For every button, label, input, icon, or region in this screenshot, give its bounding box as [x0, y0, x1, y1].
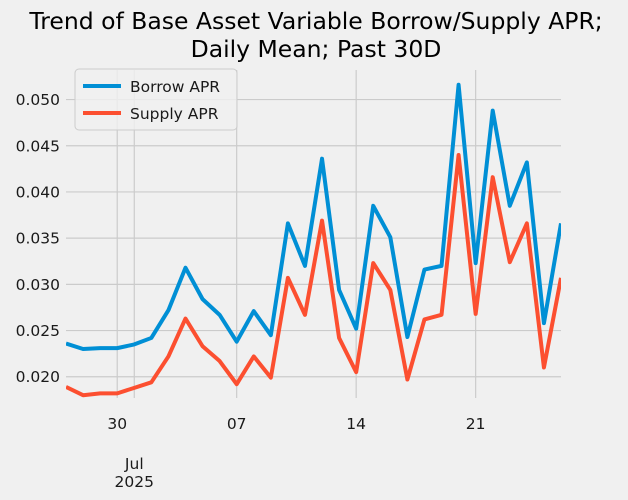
x-tick-label: 30	[107, 415, 127, 433]
chart-title-line-2: Daily Mean; Past 30D	[191, 35, 442, 63]
series-line-supply-apr	[66, 153, 561, 398]
y-tick-label: 0.025	[16, 322, 60, 340]
y-axis-ticks: 0.020 0.025 0.030 0.035 0.040 0.045 0.050	[16, 91, 60, 386]
x-tick-label: 07	[227, 415, 247, 433]
chart-title-line-1: Trend of Base Asset Variable Borrow/Supp…	[28, 7, 602, 35]
legend-label-borrow-apr: Borrow APR	[130, 78, 220, 96]
series-lines	[66, 82, 561, 398]
y-tick-label: 0.045	[16, 137, 60, 155]
x-major-tick-label: Jul	[124, 455, 144, 473]
x-major-tick-label: 2025	[115, 473, 154, 491]
y-tick-label: 0.035	[16, 230, 60, 248]
y-tick-label: 0.050	[16, 91, 60, 109]
y-tick-label: 0.020	[16, 368, 60, 386]
y-tick-label: 0.030	[16, 276, 60, 294]
series-line-borrow-apr	[66, 82, 561, 352]
y-tick-label: 0.040	[16, 183, 60, 201]
legend-label-supply-apr: Supply APR	[130, 105, 219, 123]
x-tick-label: 14	[346, 415, 366, 433]
legend: Borrow APR Supply APR	[74, 68, 238, 131]
x-tick-label: 21	[466, 415, 486, 433]
